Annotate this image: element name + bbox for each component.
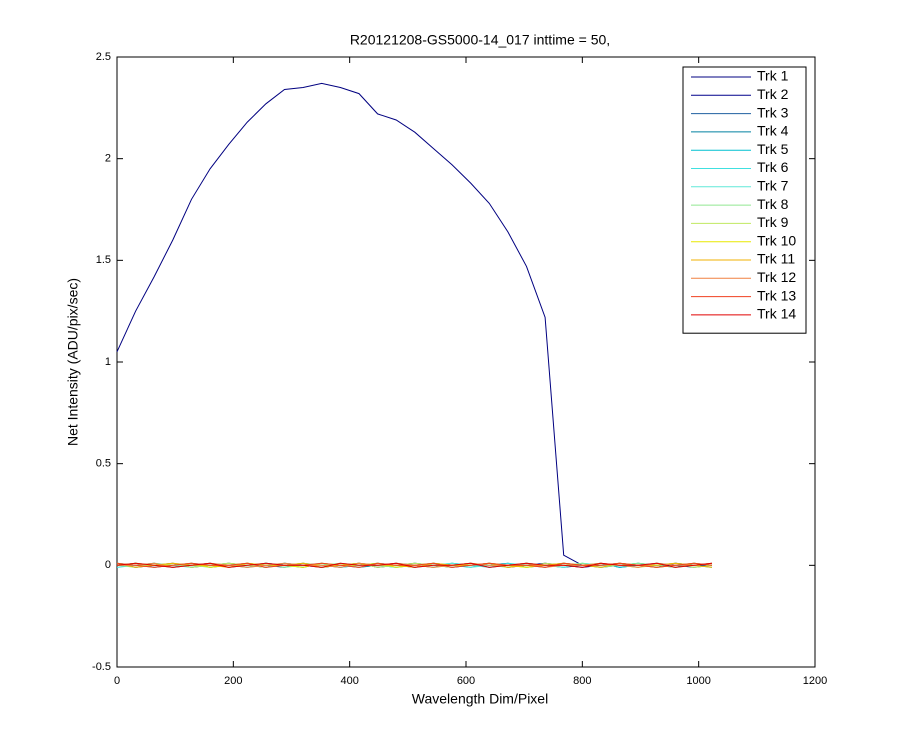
y-tick-label: 0.5 (96, 458, 111, 470)
legend-label: Trk 4 (757, 123, 789, 139)
x-tick-label: 600 (457, 675, 475, 687)
legend-label: Trk 8 (757, 196, 789, 212)
legend-label: Trk 6 (757, 159, 789, 175)
x-tick-label: 200 (224, 675, 242, 687)
legend-box (682, 66, 807, 334)
y-tick-label: 0 (105, 559, 111, 571)
y-axis-label: Net Intensity (ADU/pix/sec) (65, 278, 81, 446)
y-tick-label: 1 (105, 356, 111, 368)
y-tick-label: 2 (105, 153, 111, 165)
y-tick-label: 2.5 (96, 51, 111, 63)
x-tick-label: 0 (114, 675, 120, 687)
legend-label: Trk 7 (757, 178, 789, 194)
x-tick-label: 1000 (686, 675, 710, 687)
legend-label: Trk 9 (757, 214, 789, 230)
x-tick-label: 1200 (803, 675, 827, 687)
legend-label: Trk 12 (757, 269, 796, 285)
legend-label: Trk 13 (757, 287, 796, 303)
legend-label: Trk 3 (757, 104, 789, 120)
legend-label: Trk 2 (757, 86, 789, 102)
chart-title: R20121208-GS5000-14_017 inttime = 50, (350, 32, 610, 48)
legend-label: Trk 14 (757, 306, 796, 322)
legend-label: Trk 10 (757, 232, 796, 248)
legend-label: Trk 1 (757, 68, 789, 84)
legend-label: Trk 11 (757, 251, 795, 267)
data-line (116, 562, 713, 568)
data-line (116, 562, 713, 568)
x-axis-label: Wavelength Dim/Pixel (412, 691, 548, 707)
y-tick-label: 1.5 (96, 254, 111, 266)
y-tick-label: -0.5 (92, 661, 111, 673)
x-tick-label: 400 (340, 675, 358, 687)
x-tick-label: 800 (573, 675, 591, 687)
legend-label: Trk 5 (757, 141, 789, 157)
